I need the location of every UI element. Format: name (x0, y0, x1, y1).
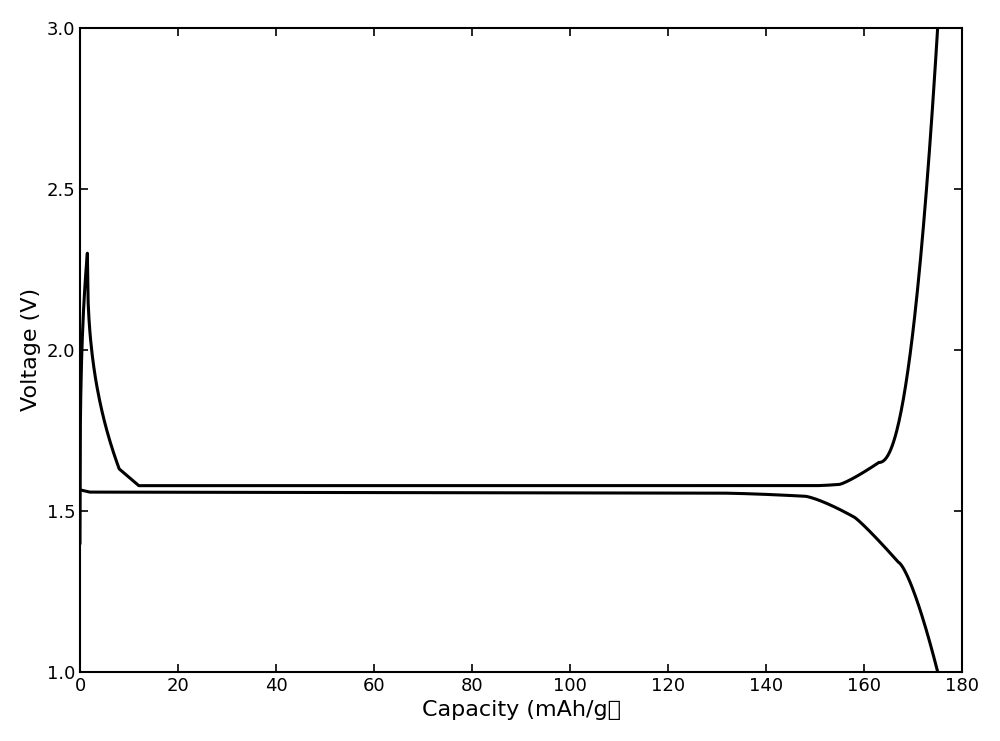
X-axis label: Capacity (mAh/g）: Capacity (mAh/g） (422, 700, 621, 720)
Y-axis label: Voltage (V): Voltage (V) (21, 288, 41, 411)
